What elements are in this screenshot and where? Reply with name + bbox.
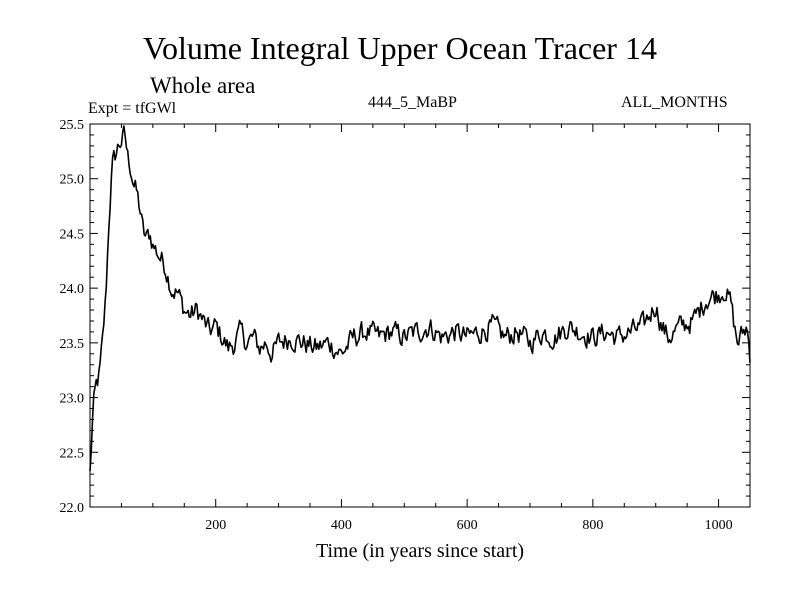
- months-label: ALL_MONTHS: [621, 94, 728, 111]
- experiment-label: Expt = tfGWl: [88, 100, 177, 117]
- y-tick-label: 24.5: [60, 227, 85, 242]
- x-tick-label: 800: [582, 518, 603, 533]
- x-tick-label: 1000: [705, 518, 733, 533]
- y-tick-label: 24.0: [60, 282, 85, 297]
- chart-title: Volume Integral Upper Ocean Tracer 14: [143, 30, 657, 66]
- run-label: 444_5_MaBP: [368, 94, 457, 111]
- x-tick-label: 400: [331, 518, 352, 533]
- y-tick-label: 23.5: [60, 337, 85, 352]
- chart-subtitle: Whole area: [150, 73, 256, 98]
- y-tick-label: 25.5: [60, 118, 85, 133]
- plot-frame: [89, 123, 751, 508]
- y-tick-label: 22.5: [60, 446, 85, 461]
- series-line: [89, 125, 751, 472]
- x-tick-label: 600: [457, 518, 478, 533]
- y-tick-label: 22.0: [60, 501, 85, 516]
- x-tick-label: 200: [205, 518, 226, 533]
- axis-ticks: [90, 123, 750, 508]
- x-axis-label: Time (in years since start): [315, 540, 525, 562]
- y-tick-label: 23.0: [60, 392, 85, 407]
- axis-tick-labels: 200 400 600 800 1000 22.0 22.5 23.0 23.5 24.0 24.5…: [60, 118, 733, 533]
- y-tick-label: 25.0: [60, 173, 85, 188]
